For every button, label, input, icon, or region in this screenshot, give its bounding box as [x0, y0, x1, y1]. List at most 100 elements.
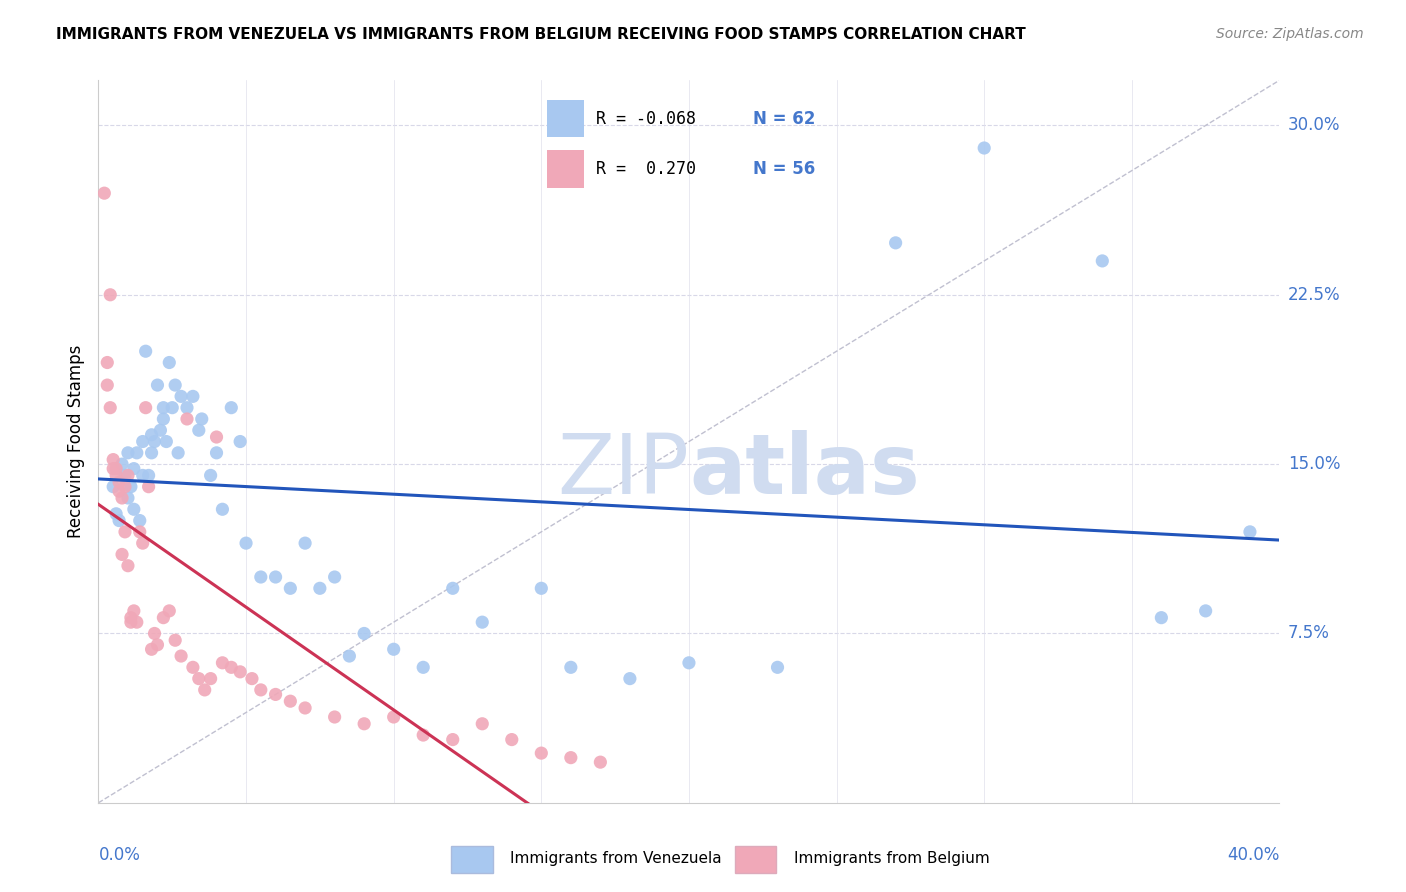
Point	[211, 656, 233, 670]
Point	[176, 401, 198, 415]
Point	[323, 570, 346, 584]
Point	[117, 491, 139, 505]
Text: N = 62: N = 62	[754, 111, 815, 128]
Point	[141, 446, 163, 460]
Point	[149, 423, 172, 437]
Point	[146, 378, 169, 392]
Point	[382, 642, 405, 657]
Point	[132, 468, 155, 483]
Point	[187, 672, 209, 686]
Point	[141, 427, 163, 442]
Point	[143, 626, 166, 640]
Point	[619, 672, 641, 686]
Point	[240, 672, 263, 686]
Point	[120, 480, 142, 494]
Point	[200, 672, 222, 686]
Point	[441, 732, 464, 747]
Point	[138, 468, 160, 483]
Text: IMMIGRANTS FROM VENEZUELA VS IMMIGRANTS FROM BELGIUM RECEIVING FOOD STAMPS CORRE: IMMIGRANTS FROM VENEZUELA VS IMMIGRANTS …	[56, 27, 1026, 42]
Point	[181, 389, 204, 403]
Point	[501, 732, 523, 747]
Point	[530, 582, 553, 596]
Point	[152, 610, 174, 624]
Text: N = 56: N = 56	[754, 161, 815, 178]
Point	[250, 570, 273, 584]
Point	[108, 475, 131, 490]
Point	[200, 468, 222, 483]
Text: 0.0%: 0.0%	[98, 847, 141, 864]
Point	[108, 514, 131, 528]
Point	[111, 491, 134, 505]
Point	[973, 141, 995, 155]
Point	[211, 502, 233, 516]
Point	[117, 468, 139, 483]
Point	[530, 746, 553, 760]
Point	[122, 502, 145, 516]
Point	[152, 401, 174, 415]
Point	[120, 615, 142, 630]
Point	[98, 287, 121, 301]
Point	[560, 750, 582, 764]
Point	[138, 480, 160, 494]
Y-axis label: Receiving Food Stamps: Receiving Food Stamps	[66, 345, 84, 538]
Point	[205, 446, 228, 460]
Point	[280, 582, 302, 596]
Point	[250, 682, 273, 697]
Point	[111, 548, 134, 562]
Point	[117, 558, 139, 573]
Point	[412, 660, 434, 674]
Point	[309, 582, 332, 596]
Point	[105, 507, 128, 521]
Bar	[735, 847, 776, 873]
Point	[135, 344, 157, 359]
Point	[114, 468, 136, 483]
Point	[1091, 253, 1114, 268]
Text: ZIP: ZIP	[557, 430, 689, 511]
Point	[339, 648, 361, 663]
Text: Immigrants from Belgium: Immigrants from Belgium	[794, 851, 990, 866]
Point	[264, 687, 287, 701]
Point	[589, 755, 612, 769]
Text: 15.0%: 15.0%	[1288, 455, 1340, 473]
Text: R =  0.270: R = 0.270	[596, 161, 696, 178]
Point	[103, 452, 125, 467]
Point	[103, 480, 125, 494]
Point	[235, 536, 257, 550]
Bar	[547, 150, 583, 187]
Point	[471, 716, 494, 731]
Point	[441, 582, 464, 596]
Point	[382, 710, 405, 724]
Point	[128, 514, 150, 528]
Point	[135, 401, 157, 415]
Point	[132, 434, 155, 449]
Point	[108, 484, 131, 499]
Point	[125, 446, 148, 460]
Point	[353, 716, 375, 731]
Point	[114, 480, 136, 494]
Point	[205, 430, 228, 444]
Point	[155, 434, 177, 449]
Point	[221, 660, 243, 674]
Point	[181, 660, 204, 674]
Point	[471, 615, 494, 630]
Point	[766, 660, 789, 674]
Point	[323, 710, 346, 724]
Point	[152, 412, 174, 426]
Point	[128, 524, 150, 539]
Point	[280, 694, 302, 708]
Point	[122, 461, 145, 475]
Point	[157, 355, 180, 369]
Point	[229, 665, 252, 679]
Point	[143, 434, 166, 449]
Point	[120, 610, 142, 624]
Point	[294, 536, 316, 550]
Bar	[451, 847, 492, 873]
Point	[146, 638, 169, 652]
Point	[162, 401, 183, 415]
Point	[678, 656, 700, 670]
Point	[191, 412, 214, 426]
Point	[122, 604, 145, 618]
Point	[1195, 604, 1218, 618]
Point	[114, 524, 136, 539]
Point	[1239, 524, 1261, 539]
